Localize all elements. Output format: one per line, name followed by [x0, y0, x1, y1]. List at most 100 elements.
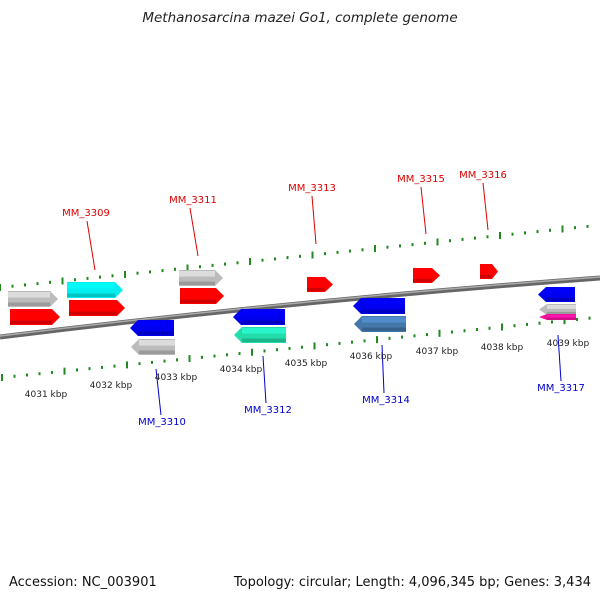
scale-label: 4036 kbp [350, 352, 393, 362]
gene-label-bottom[interactable]: MM_3312 [244, 405, 292, 416]
gene-arrow [179, 270, 223, 286]
major-tick [376, 336, 378, 344]
gene-highlight [480, 265, 492, 271]
accession-text: Accession: NC_003901 [9, 575, 157, 590]
gene-arrow [69, 300, 125, 316]
minor-tick [136, 271, 139, 275]
major-tick [313, 342, 316, 350]
minor-tick [176, 358, 178, 362]
minor-tick [88, 367, 91, 371]
minor-tick [113, 364, 116, 368]
gene-highlight [10, 310, 52, 316]
minor-tick [476, 328, 478, 332]
gene-shadow [307, 287, 325, 292]
major-tick [61, 277, 64, 285]
major-tick [249, 257, 251, 265]
minor-tick [413, 334, 416, 338]
scale-label: 4032 kbp [90, 381, 133, 391]
leader-line [189, 207, 199, 257]
gene-highlight [8, 292, 50, 298]
minor-tick [399, 244, 401, 248]
gene-highlight [361, 299, 405, 305]
minor-tick [286, 256, 289, 260]
scale-label: 4035 kbp [285, 359, 328, 369]
gene-arrow [354, 316, 406, 332]
gene-shadow [10, 320, 52, 325]
genome-info-text: Topology: circular; Length: 4,096,345 bp… [233, 575, 591, 590]
minor-tick [363, 339, 366, 343]
minor-tick [276, 348, 278, 352]
gene-shadow [547, 318, 576, 320]
minor-tick [76, 368, 78, 372]
major-tick [438, 329, 441, 337]
gene-arrow [234, 327, 286, 343]
minor-tick [38, 372, 41, 376]
gene-label-top[interactable]: MM_3309 [62, 208, 110, 219]
gene-shadow [480, 274, 492, 279]
minor-tick [274, 257, 276, 261]
minor-tick [511, 232, 514, 236]
major-tick [186, 264, 189, 272]
minor-tick [586, 224, 589, 228]
gene-shadow [362, 327, 406, 332]
gene-shadow [139, 350, 175, 355]
minor-tick [463, 329, 466, 333]
major-tick [436, 238, 439, 246]
gene-arrow [10, 309, 60, 325]
minor-tick [111, 274, 114, 278]
minor-tick [36, 282, 39, 286]
gene-label-bottom[interactable]: MM_3317 [537, 383, 585, 394]
major-tick [124, 270, 126, 278]
gene-highlight [547, 305, 576, 309]
minor-tick [301, 345, 303, 349]
minor-tick [138, 362, 141, 366]
major-tick [311, 251, 314, 259]
minor-tick [526, 322, 528, 326]
gene-arrow [307, 277, 333, 292]
minor-tick [24, 283, 26, 287]
gene-shadow [138, 331, 174, 336]
gene-arrow [8, 291, 58, 307]
leader-line [381, 344, 385, 394]
minor-tick [351, 340, 353, 344]
gene-label-bottom[interactable]: MM_3310 [138, 417, 186, 428]
gene-arrow [539, 314, 576, 320]
minor-tick [474, 236, 476, 240]
minor-tick [99, 275, 101, 279]
minor-tick [86, 276, 89, 280]
gene-arrow [538, 287, 575, 302]
gene-label-top[interactable]: MM_3315 [397, 174, 445, 185]
scale-label: 4033 kbp [155, 373, 198, 383]
minor-tick [326, 343, 328, 347]
label-leaders [86, 182, 562, 416]
gene-shadow [242, 338, 286, 343]
minor-tick [51, 370, 53, 374]
minor-tick [201, 355, 203, 359]
gene-shadow [241, 320, 285, 325]
minor-tick [299, 254, 301, 258]
gene-label-top[interactable]: MM_3316 [459, 170, 507, 181]
gene-shadow [8, 302, 50, 307]
minor-tick [411, 243, 414, 247]
gene-label-bottom[interactable]: MM_3314 [362, 395, 410, 406]
gene-highlight [180, 289, 216, 295]
minor-tick [424, 241, 426, 245]
minor-tick [338, 341, 341, 345]
gene-arrow [131, 339, 175, 355]
minor-tick [163, 359, 166, 363]
minor-tick [486, 235, 489, 239]
major-tick [63, 367, 66, 375]
leader-line [420, 186, 427, 235]
gene-arrow [480, 264, 498, 279]
minor-tick [226, 353, 228, 357]
minor-tick [151, 360, 153, 364]
gene-shadow [546, 297, 575, 302]
gene-shadow [69, 311, 117, 316]
gene-shadow [180, 299, 216, 304]
gene-shadow [67, 293, 115, 298]
gene-label-top[interactable]: MM_3311 [169, 195, 217, 206]
major-tick [1, 374, 3, 381]
gene-label-top[interactable]: MM_3313 [288, 183, 336, 194]
gene-highlight [67, 283, 115, 289]
